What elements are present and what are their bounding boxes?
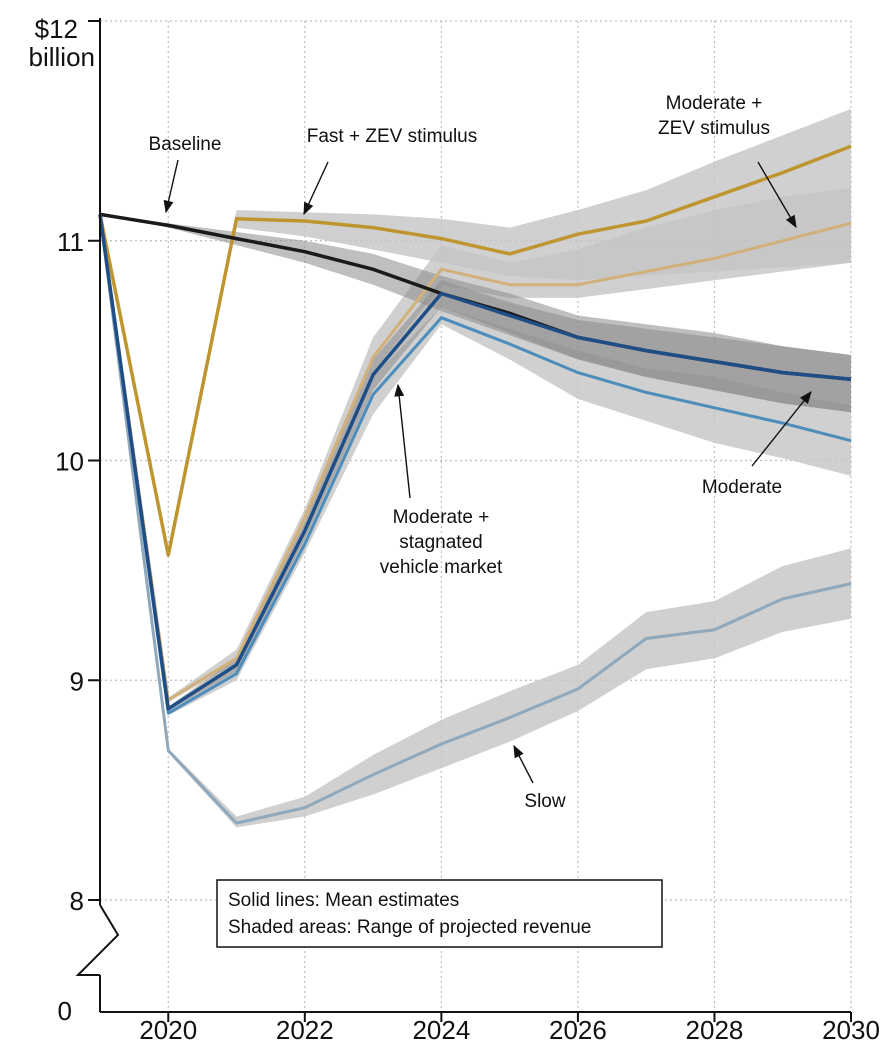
note-box <box>216 879 663 948</box>
line-moderate <box>98 214 852 711</box>
legend-note: Solid lines: Mean estimates Shaded areas:… <box>216 879 663 948</box>
line-slow <box>98 214 852 825</box>
annotation-moderate_zev: ZEV stimulus <box>658 118 770 139</box>
line-moderate_stagnated <box>98 214 852 702</box>
annotation-moderate_stagnated: Moderate + <box>393 507 490 528</box>
note-line: Solid lines: Mean estimates <box>228 890 459 911</box>
y-axis-title-value: $12 <box>35 14 78 44</box>
y-tick-label: 8 <box>70 886 84 916</box>
annotation-baseline: Baseline <box>149 134 222 155</box>
x-tick-label: 2026 <box>549 1015 607 1043</box>
annotation-moderate_stagnated: stagnated <box>399 532 482 553</box>
annotation-moderate: Moderate <box>702 477 782 498</box>
x-tick-label: 2020 <box>139 1015 197 1043</box>
axis-break <box>75 904 120 976</box>
arrow-fast_zev <box>303 161 329 216</box>
annotation-moderate_zev: Moderate + <box>666 93 763 114</box>
note-line: Shaded areas: Range of projected revenue <box>228 917 591 938</box>
y-tick-label-zero: 0 <box>58 996 72 1026</box>
arrow-moderate_zev <box>757 161 797 229</box>
annotations: Baseline Fast + ZEV stimulus Moderate + ZEV… <box>149 93 812 812</box>
arrow-moderate <box>751 391 812 467</box>
mean-lines <box>98 144 852 825</box>
line-moderate_light <box>98 214 852 715</box>
y-tick-label: 10 <box>55 447 84 477</box>
annotation-slow: Slow <box>524 791 565 812</box>
x-tick-label: 2028 <box>686 1015 744 1043</box>
arrow-baseline <box>163 159 179 214</box>
band-baseline <box>100 214 851 413</box>
y-tick-label: 9 <box>70 666 84 696</box>
x-tick-label: 2022 <box>276 1015 334 1043</box>
line-fast_zev <box>98 144 852 557</box>
x-tick-label: 2030 <box>822 1015 880 1043</box>
arrow-moderate_stagnated <box>394 383 411 499</box>
annotation-fast_zev: Fast + ZEV stimulus <box>307 126 478 147</box>
range-bands <box>100 108 851 828</box>
annotation-moderate_stagnated: vehicle market <box>380 557 503 578</box>
x-tick-label: 2024 <box>412 1015 470 1043</box>
y-axis-unit: billion <box>29 42 96 72</box>
y-tick-label: 11 <box>57 227 84 257</box>
arrow-slow <box>513 744 534 784</box>
